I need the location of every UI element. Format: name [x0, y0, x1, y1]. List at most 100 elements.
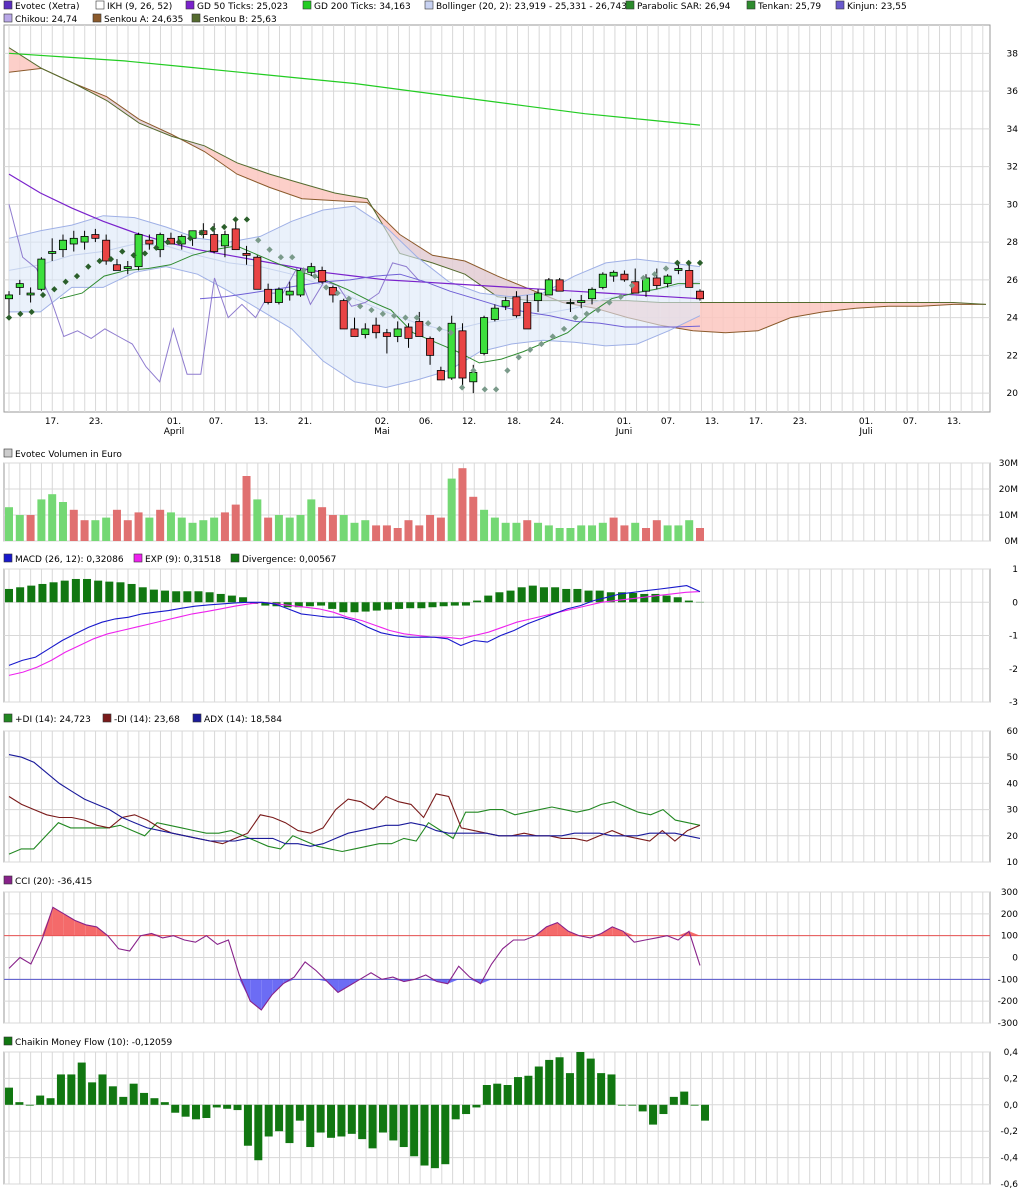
volume-bar — [512, 523, 520, 541]
volume-bar — [458, 468, 466, 541]
cmf-bar — [597, 1073, 605, 1105]
y-tick-label: 24 — [1007, 314, 1019, 324]
y-tick-label: -0,6 — [1000, 1180, 1018, 1190]
candle-up — [491, 308, 498, 319]
y-tick-label: 40 — [1007, 779, 1019, 789]
dmi-legend-label: +DI (14): 24,723 — [15, 715, 91, 725]
volume-bar — [642, 528, 650, 541]
macd-divergence-bar — [72, 579, 80, 602]
volume-bar — [264, 518, 272, 541]
candle-down — [232, 229, 239, 250]
candle-up — [81, 236, 88, 242]
volume-legend-swatch — [4, 449, 12, 457]
cmf-bar — [628, 1105, 636, 1106]
macd-legend-label: Divergence: 0,00567 — [242, 555, 336, 565]
macd-divergence-bar — [50, 582, 58, 602]
candle-up — [59, 240, 66, 249]
macd-divergence-bar — [540, 587, 548, 602]
candle-down — [113, 265, 120, 271]
candle-up — [610, 272, 617, 276]
cmf-bar — [680, 1092, 688, 1105]
cmf-bar — [161, 1102, 169, 1105]
volume-bar — [437, 518, 445, 541]
main-legend-row1-swatch — [626, 1, 634, 9]
volume-bar — [307, 499, 315, 541]
cmf-bar — [296, 1105, 304, 1121]
x-day-label: 07. — [903, 417, 917, 427]
main-legend-row1-swatch — [4, 1, 12, 9]
x-day-label: 07. — [661, 417, 675, 427]
volume-bar — [426, 515, 434, 541]
cmf-bar — [514, 1077, 522, 1105]
candle-up — [502, 301, 509, 307]
cmf-bar — [109, 1086, 117, 1104]
cmf-bar — [472, 1105, 480, 1108]
candle-up — [38, 259, 45, 289]
x-day-label: 13. — [705, 417, 719, 427]
y-tick-label: 200 — [1001, 910, 1018, 920]
y-tick-label: 30M — [999, 459, 1018, 469]
main-legend-row2-swatch — [4, 14, 12, 22]
volume-bar — [113, 510, 121, 541]
volume-bar — [329, 515, 337, 541]
y-tick-label: 100 — [1001, 932, 1018, 942]
macd-divergence-bar — [38, 584, 46, 602]
candle-up — [362, 329, 369, 335]
macd-divergence-bar — [27, 586, 35, 603]
candle-up — [275, 289, 282, 302]
macd-divergence-bar — [551, 587, 559, 602]
cmf-bar — [649, 1105, 657, 1125]
y-tick-label: 0,4 — [1004, 1048, 1019, 1058]
y-tick-label: 26 — [1007, 276, 1019, 286]
y-tick-label: 60 — [1007, 727, 1019, 737]
candle-down — [686, 270, 693, 287]
y-tick-label: -2 — [1009, 665, 1018, 675]
macd-legend-swatch — [231, 554, 239, 562]
volume-bar — [351, 523, 359, 541]
cmf-legend-swatch — [4, 1037, 12, 1045]
cmf-bar — [171, 1105, 179, 1113]
volume-bar — [297, 515, 305, 541]
candle-up — [221, 235, 228, 246]
y-tick-label: 20 — [1007, 832, 1019, 842]
y-tick-label: 300 — [1001, 888, 1018, 898]
volume-bar — [588, 525, 596, 541]
cmf-bar — [670, 1097, 678, 1105]
cmf-bar — [327, 1105, 335, 1138]
volume-bar — [59, 502, 67, 541]
x-day-label: 01. — [167, 417, 181, 427]
candle-up — [5, 295, 12, 299]
main-legend-row2-swatch — [192, 14, 200, 22]
y-tick-label: -1 — [1009, 632, 1018, 642]
macd-divergence-bar — [562, 589, 570, 602]
candle-up — [124, 267, 131, 269]
y-tick-label: 30 — [1007, 806, 1019, 816]
candle-up — [16, 284, 23, 288]
y-tick-label: 22 — [1007, 351, 1018, 361]
cmf-bar — [431, 1105, 439, 1168]
macd-divergence-bar — [484, 596, 492, 603]
volume-bar — [156, 510, 164, 541]
main-legend-row2-label: Senkou A: 24,635 — [104, 15, 183, 25]
y-tick-label: 0 — [1012, 954, 1018, 964]
cmf-bar — [15, 1102, 23, 1105]
y-tick-label: 36 — [1007, 87, 1019, 97]
main-legend-row1-swatch — [747, 1, 755, 9]
x-day-label: 12. — [462, 417, 476, 427]
volume-bar — [318, 507, 326, 541]
cmf-bar — [306, 1105, 314, 1147]
volume-bar — [37, 499, 45, 541]
volume-bar — [599, 523, 607, 541]
cmf-bar — [400, 1105, 408, 1147]
cmf-bar — [26, 1105, 34, 1106]
x-day-label: 23. — [793, 417, 807, 427]
cmf-bar — [389, 1105, 397, 1141]
ichimoku-cloud-segment — [725, 303, 758, 333]
volume-bar — [286, 518, 294, 541]
macd-divergence-bar — [473, 601, 481, 603]
candle-up — [394, 329, 401, 337]
x-month-label: Juni — [615, 427, 633, 437]
candle-down — [556, 280, 563, 291]
cmf-bar — [608, 1074, 616, 1104]
cmf-bar — [535, 1067, 543, 1105]
